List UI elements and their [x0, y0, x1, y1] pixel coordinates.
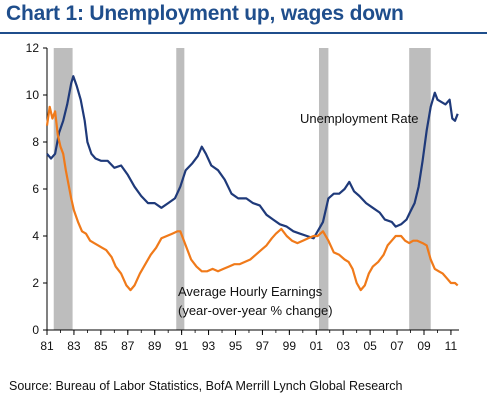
recession-band: [409, 48, 431, 330]
unemployment-rate-label: Unemployment Rate: [300, 111, 419, 126]
hourly-earnings-line: [45, 105, 459, 292]
chart-title: Chart 1: Unemployment up, wages down: [6, 2, 404, 25]
series-lines: [45, 75, 459, 292]
earnings-label-line1: Average Hourly Earnings: [178, 284, 323, 299]
earnings-label-line2: (year-over-year % change): [178, 303, 333, 318]
x-tick-label: 97: [256, 339, 270, 353]
x-tick-label: 85: [94, 339, 108, 353]
y-tick-label: 10: [26, 88, 40, 102]
y-tick-label: 6: [32, 182, 39, 196]
recession-band: [53, 48, 73, 330]
x-tick-label: 81: [40, 339, 54, 353]
x-tick-label: 09: [417, 339, 431, 353]
axes: 0 2 4 6 8 10 12 81 83 85 87 89 91 93 95 97 99 01 03 05 07 09 1…: [26, 41, 459, 353]
x-tick-label: 01: [310, 339, 324, 353]
title-underline: [0, 32, 487, 34]
x-tick-label: 91: [175, 339, 189, 353]
x-tick-label: 11: [445, 339, 458, 353]
x-tick-label: 83: [67, 339, 81, 353]
source-note: Source: Bureau of Labor Statistics, BofA…: [9, 379, 403, 393]
y-tick-label: 0: [32, 323, 39, 337]
x-tick-label: 99: [283, 339, 297, 353]
y-tick-label: 8: [32, 135, 39, 149]
unemployment-rate-line: [46, 75, 459, 240]
x-tick-label: 03: [337, 339, 351, 353]
y-tick-label: 2: [32, 276, 39, 290]
x-tick-label: 89: [148, 339, 162, 353]
x-tick-label: 95: [229, 339, 243, 353]
y-tick-label: 4: [32, 229, 39, 243]
series-labels: Unemployment Rate Average Hourly Earning…: [178, 111, 419, 318]
x-tick-label: 05: [363, 339, 377, 353]
recession-band: [318, 48, 329, 330]
y-tick-label: 12: [26, 41, 40, 55]
x-tick-label: 93: [202, 339, 216, 353]
x-tick-label: 87: [121, 339, 135, 353]
x-tick-label: 07: [390, 339, 404, 353]
